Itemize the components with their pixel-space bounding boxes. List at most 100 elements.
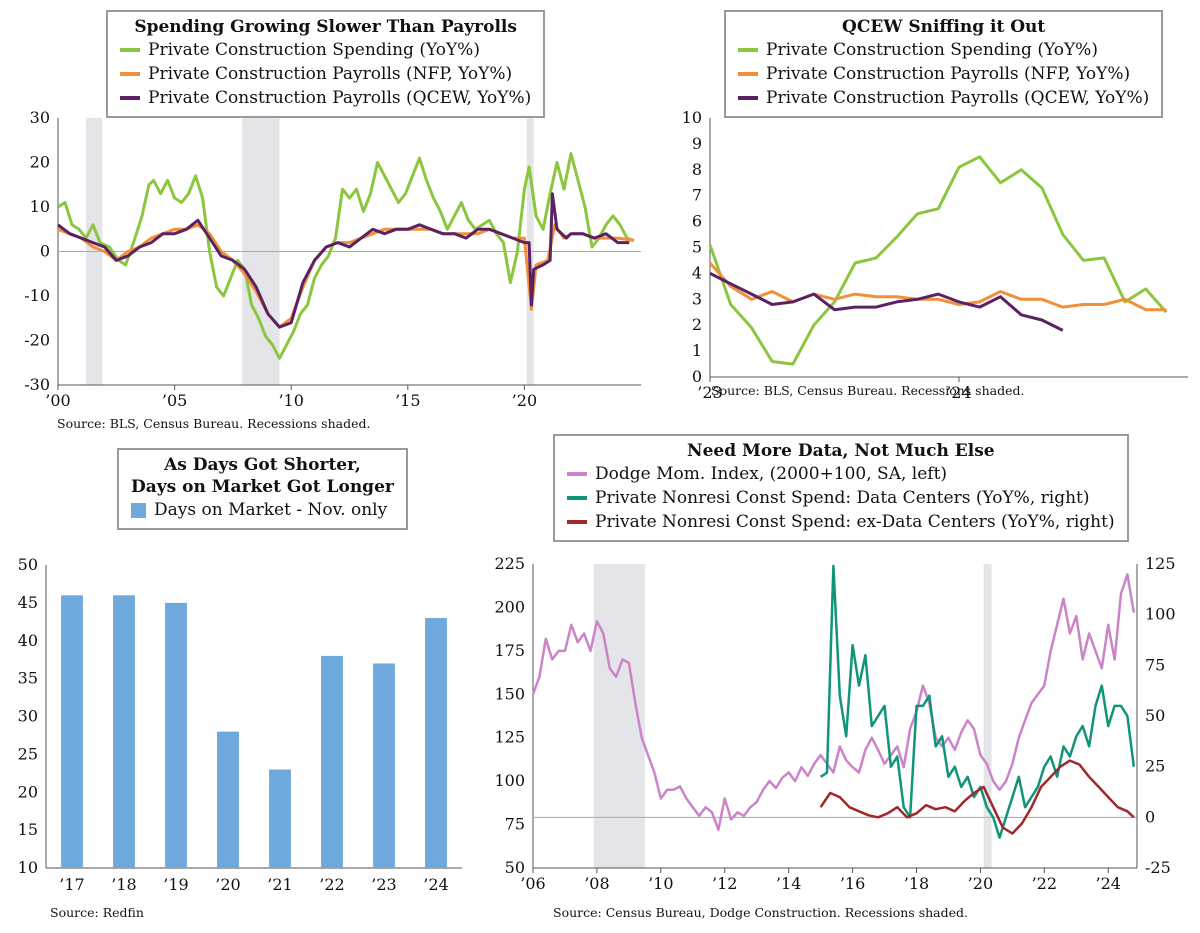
legend-swatch: [131, 502, 146, 518]
y-tick-label: 175: [494, 641, 525, 660]
chart-panel-qcew: 10 9 8 7 6 5 4 3 2 1 0’23’24 QCEW Sniffing it Out …: [600, 0, 1200, 440]
legend-swatch: [738, 72, 758, 76]
legend-item: Private Construction Payrolls (QCEW, YoY…: [120, 86, 531, 110]
x-tick-label: ’22: [1032, 874, 1057, 893]
bar: [321, 655, 343, 868]
legend-item: Days on Market - Nov. only: [131, 498, 394, 522]
chart-panel-dodge: 225 200 175 150 125 100 75 50 125 100 75 50 25 0 -25 ’0…: [480, 434, 1200, 933]
chart-title-line2: Days on Market Got Longer: [131, 477, 394, 497]
legend-item: Private Construction Payrolls (NFP, YoY%…: [120, 62, 531, 86]
y-tick-label: 3: [692, 289, 702, 308]
x-tick-label: ’00: [45, 391, 70, 410]
source-note: Source: Census Bureau, Dodge Constructio…: [553, 905, 968, 920]
y-tick-label: -20: [24, 331, 50, 350]
y-tick-label: 15: [18, 820, 38, 839]
y-tick-label: 20: [18, 782, 38, 801]
y-tick-label: 10: [682, 108, 702, 127]
chart-dodge-data-centers: 225 200 175 150 125 100 75 50 125 100 75 50 25 0 -25 ’0…: [494, 554, 1176, 893]
x-tick-label: ’24: [423, 875, 448, 894]
legend-item: Private Construction Spending (YoY%): [120, 38, 531, 62]
source-note: Source: BLS, Census Bureau. Recessions s…: [711, 383, 1025, 398]
recession-band: [983, 564, 992, 868]
chart-days-on-market: 50 45 40 35 30 25 20 15 10 ’17 ’18 ’19 ’20 ’21 ’22 ’23 ’…: [18, 555, 462, 894]
chart-title: QCEW Sniffing it Out: [842, 17, 1046, 37]
x-tick-label: ’19: [163, 875, 188, 894]
x-tick-label: ’20: [968, 874, 993, 893]
x-tick-label: ’22: [319, 875, 344, 894]
y-tick-label: -30: [24, 375, 50, 394]
y-tick-label: 10: [18, 858, 38, 877]
legend-panel3: As Days Got Shorter, Days on Market Got …: [117, 448, 408, 530]
legend-label: Private Construction Payrolls (NFP, YoY%…: [766, 64, 1131, 84]
source-note: Source: BLS, Census Bureau. Recessions s…: [57, 416, 371, 431]
legend-label: Days on Market - Nov. only: [154, 500, 388, 520]
x-tick-label: ’10: [648, 874, 673, 893]
legend-label: Private Construction Spending (YoY%): [148, 40, 480, 60]
y-tick-label: 6: [692, 212, 702, 231]
series-line: [819, 759, 1135, 835]
legend-label: Private Construction Payrolls (QCEW, YoY…: [766, 88, 1150, 108]
legend-item: Dodge Mom. Index, (2000+100, SA, left): [567, 462, 1115, 486]
legend-panel1: Spending Growing Slower Than Payrolls Pr…: [106, 10, 546, 118]
y-tick-label-right: 125: [1145, 554, 1176, 573]
legend-item: Private Construction Payrolls (NFP, YoY%…: [738, 62, 1149, 86]
x-tick-label: ’17: [59, 875, 84, 894]
chart-panel-days-on-market: 50 45 40 35 30 25 20 15 10 ’17 ’18 ’19 ’20 ’21 ’22 ’23 ’…: [0, 440, 480, 933]
y-tick-label: 10: [30, 197, 50, 216]
x-tick-label: ’05: [162, 391, 187, 410]
series-line: [57, 152, 635, 360]
series-line: [709, 272, 1064, 332]
y-tick-label: 50: [18, 555, 38, 574]
chart-title-line1: As Days Got Shorter,: [164, 455, 361, 475]
y-tick-label: -10: [24, 286, 50, 305]
x-tick-label: ’06: [520, 874, 545, 893]
y-tick-label-right: -25: [1145, 858, 1171, 877]
legend-label: Private Nonresi Const Spend: Data Center…: [595, 488, 1090, 508]
y-tick-label-right: 50: [1145, 706, 1165, 725]
y-tick-label-right: 0: [1145, 807, 1155, 826]
y-tick-label: 30: [30, 108, 50, 127]
y-tick-label: 35: [18, 669, 38, 688]
y-tick-label: 1: [692, 341, 702, 360]
legend-swatch: [120, 48, 140, 52]
x-tick-label: ’10: [278, 391, 303, 410]
series-line: [531, 573, 1136, 832]
x-tick-label: ’18: [111, 875, 136, 894]
y-tick-label: 20: [30, 153, 50, 172]
legend-swatch: [567, 472, 587, 476]
series-line: [708, 155, 1168, 366]
x-tick-label: ’15: [395, 391, 420, 410]
x-tick-label: ’20: [512, 391, 537, 410]
chart-spending-vs-payrolls: 30 20 10 0 -10 -20 -30’00 ’05 ’10 ’15 ’20: [24, 108, 641, 410]
x-tick-label: ’24: [1096, 874, 1121, 893]
y-tick-label-right: 75: [1145, 655, 1165, 674]
bar: [61, 595, 83, 868]
x-tick-label: ’23: [697, 383, 722, 402]
legend-swatch: [120, 72, 140, 76]
legend-panel4: Need More Data, Not Much Else Dodge Mom.…: [553, 434, 1129, 542]
y-tick-label: 100: [494, 771, 525, 790]
x-tick-label: ’08: [584, 874, 609, 893]
bar: [425, 618, 447, 868]
legend-item: Private Construction Spending (YoY%): [738, 38, 1149, 62]
bar: [165, 602, 187, 868]
y-tick-label: 30: [18, 707, 38, 726]
legend-swatch: [567, 520, 587, 524]
y-tick-label: 125: [494, 728, 525, 747]
legend-label: Private Construction Payrolls (QCEW, YoY…: [148, 88, 532, 108]
y-tick-label: 7: [692, 186, 702, 205]
series-line: [708, 262, 1167, 312]
x-tick-label: ’16: [840, 874, 865, 893]
legend-swatch: [738, 96, 758, 100]
legend-label: Private Nonresi Const Spend: ex-Data Cen…: [595, 512, 1115, 532]
source-note: Source: Redfin: [50, 905, 144, 920]
bar: [217, 731, 239, 868]
x-tick-label: ’12: [712, 874, 737, 893]
series-line: [819, 564, 1136, 839]
y-tick-label: 225: [494, 554, 525, 573]
y-tick-label: 50: [505, 858, 525, 877]
y-tick-label: 0: [40, 242, 50, 261]
legend-item: Private Construction Payrolls (QCEW, YoY…: [738, 86, 1149, 110]
x-tick-label: ’20: [215, 875, 240, 894]
